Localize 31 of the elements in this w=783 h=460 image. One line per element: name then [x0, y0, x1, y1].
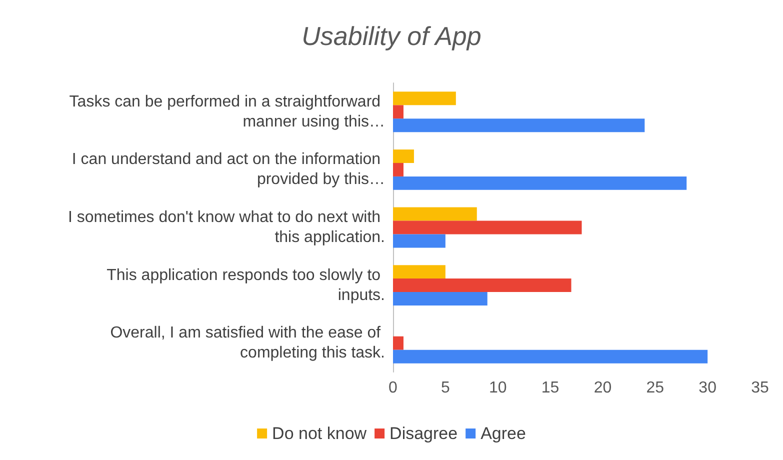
bar	[393, 292, 488, 306]
bar	[393, 350, 708, 364]
bar	[393, 118, 645, 132]
x-tick-label: 25	[646, 380, 664, 396]
bar	[393, 336, 404, 350]
bar	[393, 162, 404, 176]
legend-label: Do not know	[272, 424, 368, 443]
chart-title: Usability of App	[302, 21, 482, 51]
bar	[393, 149, 414, 163]
bar	[393, 92, 456, 106]
y-tick-label: I sometimes don't know what to do next with this application.	[68, 209, 385, 246]
y-tick-label: This application responds too slowly to inputs.	[106, 266, 385, 304]
x-tick-label: 10	[488, 380, 507, 396]
x-tick-label: 20	[594, 380, 612, 396]
x-tick-label: 0	[388, 380, 398, 396]
x-tick-label: 30	[698, 380, 717, 396]
bar	[393, 105, 404, 119]
x-tick-label: 35	[751, 380, 769, 396]
x-tick-label: 15	[541, 380, 560, 396]
bar	[393, 265, 446, 279]
bar	[393, 278, 572, 292]
bar	[393, 176, 687, 190]
bar	[393, 234, 446, 248]
y-tick-label: Overall, I am satisfied with the ease of completing this task.	[110, 324, 385, 362]
x-tick-label: 5	[440, 380, 450, 396]
y-tick-label: Tasks can be performed in a straightforward manner using this…	[69, 93, 385, 130]
bar	[393, 207, 477, 221]
legend-label: Agree	[480, 424, 526, 443]
bar	[393, 220, 582, 234]
legend-label: Disagree	[390, 424, 458, 443]
y-tick-label: I can understand and act on the information provided by this…	[72, 151, 385, 188]
